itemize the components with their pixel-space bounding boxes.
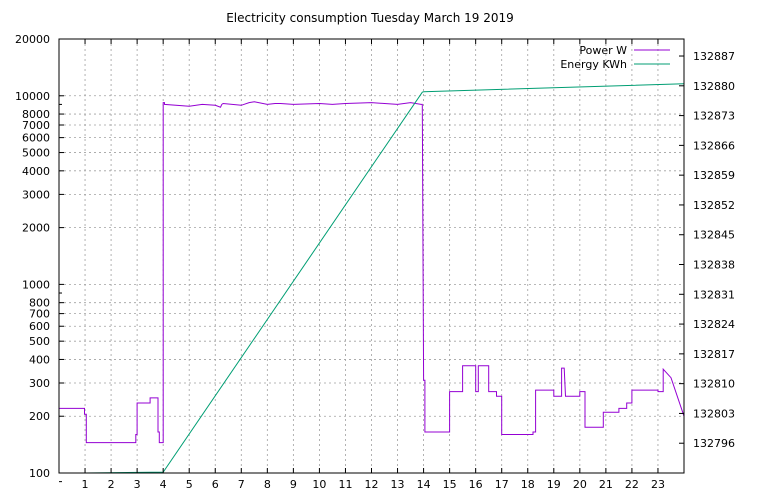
y-right-tick-label: 132838 <box>693 259 735 272</box>
x-tick-label: 15 <box>443 478 457 491</box>
y-left-tick-label: 4000 <box>22 165 50 178</box>
y-left-tick-label: 20000 <box>15 33 50 46</box>
y-right-tick-label: 132810 <box>693 378 735 391</box>
y-right-tick-label: 132824 <box>693 318 735 331</box>
y-right-tick-label: 132880 <box>693 80 735 93</box>
y-right-tick-label: 132831 <box>693 288 735 301</box>
y-left-tick-label: 200 <box>29 410 50 423</box>
y-left-tick-label: 700 <box>29 308 50 321</box>
y-left-tick-label: 500 <box>29 335 50 348</box>
chart-title: Electricity consumption Tuesday March 19… <box>226 11 514 25</box>
energy-kwh-line <box>84 83 685 474</box>
x-tick-label: 13 <box>391 478 405 491</box>
x-tick-label: 10 <box>312 478 326 491</box>
y-right-tick-label: 132873 <box>693 110 735 123</box>
y-right-tick-label: 132845 <box>693 229 735 242</box>
x-tick-label: 23 <box>651 478 665 491</box>
x-tick-label: 18 <box>521 478 535 491</box>
axis-layer: 1 2 3 4 5 6 7 8 9 10 11 12 13 14 15 16 17 18 19 20 21 22 23100… <box>15 33 735 491</box>
x-tick-label: 17 <box>495 478 509 491</box>
y-left-tick-label: 400 <box>29 353 50 366</box>
y-left-tick-label: 5000 <box>22 147 50 160</box>
x-tick-label: 5 <box>186 478 193 491</box>
y-left-tick-label: 3000 <box>22 188 50 201</box>
grid-layer <box>59 39 684 473</box>
x-tick-label: 11 <box>338 478 352 491</box>
y-left-tick-label: 300 <box>29 377 50 390</box>
y-left-tick-label: 100 <box>29 467 50 480</box>
y-right-tick-label: 132866 <box>693 139 735 152</box>
x-tick-label: 19 <box>547 478 561 491</box>
x-tick-label: 3 <box>134 478 141 491</box>
x-tick-label: 2 <box>108 478 115 491</box>
y-right-tick-label: 132887 <box>693 50 735 63</box>
y-right-tick-label: 132859 <box>693 169 735 182</box>
y-left-tick-label: 800 <box>29 297 50 310</box>
x-tick-label: 8 <box>264 478 271 491</box>
x-tick-label: 9 <box>290 478 297 491</box>
x-tick-label: 14 <box>417 478 431 491</box>
x-tick-label: 7 <box>238 478 245 491</box>
power-w-line <box>59 101 685 444</box>
x-tick-label: 12 <box>365 478 379 491</box>
y-left-tick-label: 10000 <box>15 90 50 103</box>
y-left-tick-label: 600 <box>29 320 50 333</box>
y-right-tick-label: 132817 <box>693 348 735 361</box>
y-left-tick-label: 2000 <box>22 222 50 235</box>
y-left-tick-label: 7000 <box>22 119 50 132</box>
x-tick-label: 22 <box>625 478 639 491</box>
x-tick-label: 20 <box>573 478 587 491</box>
y-right-tick-label: 132796 <box>693 437 735 450</box>
y-right-tick-label: 132803 <box>693 407 735 420</box>
x-tick-label: 6 <box>212 478 219 491</box>
x-tick-label: 1 <box>82 478 89 491</box>
x-tick-label: 16 <box>469 478 483 491</box>
y-right-tick-label: 132852 <box>693 199 735 212</box>
y-left-tick-label: 8000 <box>22 108 50 121</box>
y-left-tick-label: 1000 <box>22 278 50 291</box>
x-tick-label: 4 <box>160 478 167 491</box>
legend-label: Energy KWh <box>560 58 627 71</box>
x-tick-label: 21 <box>599 478 613 491</box>
legend-label: Power W <box>579 44 627 57</box>
y-left-tick-label: 6000 <box>22 132 50 145</box>
